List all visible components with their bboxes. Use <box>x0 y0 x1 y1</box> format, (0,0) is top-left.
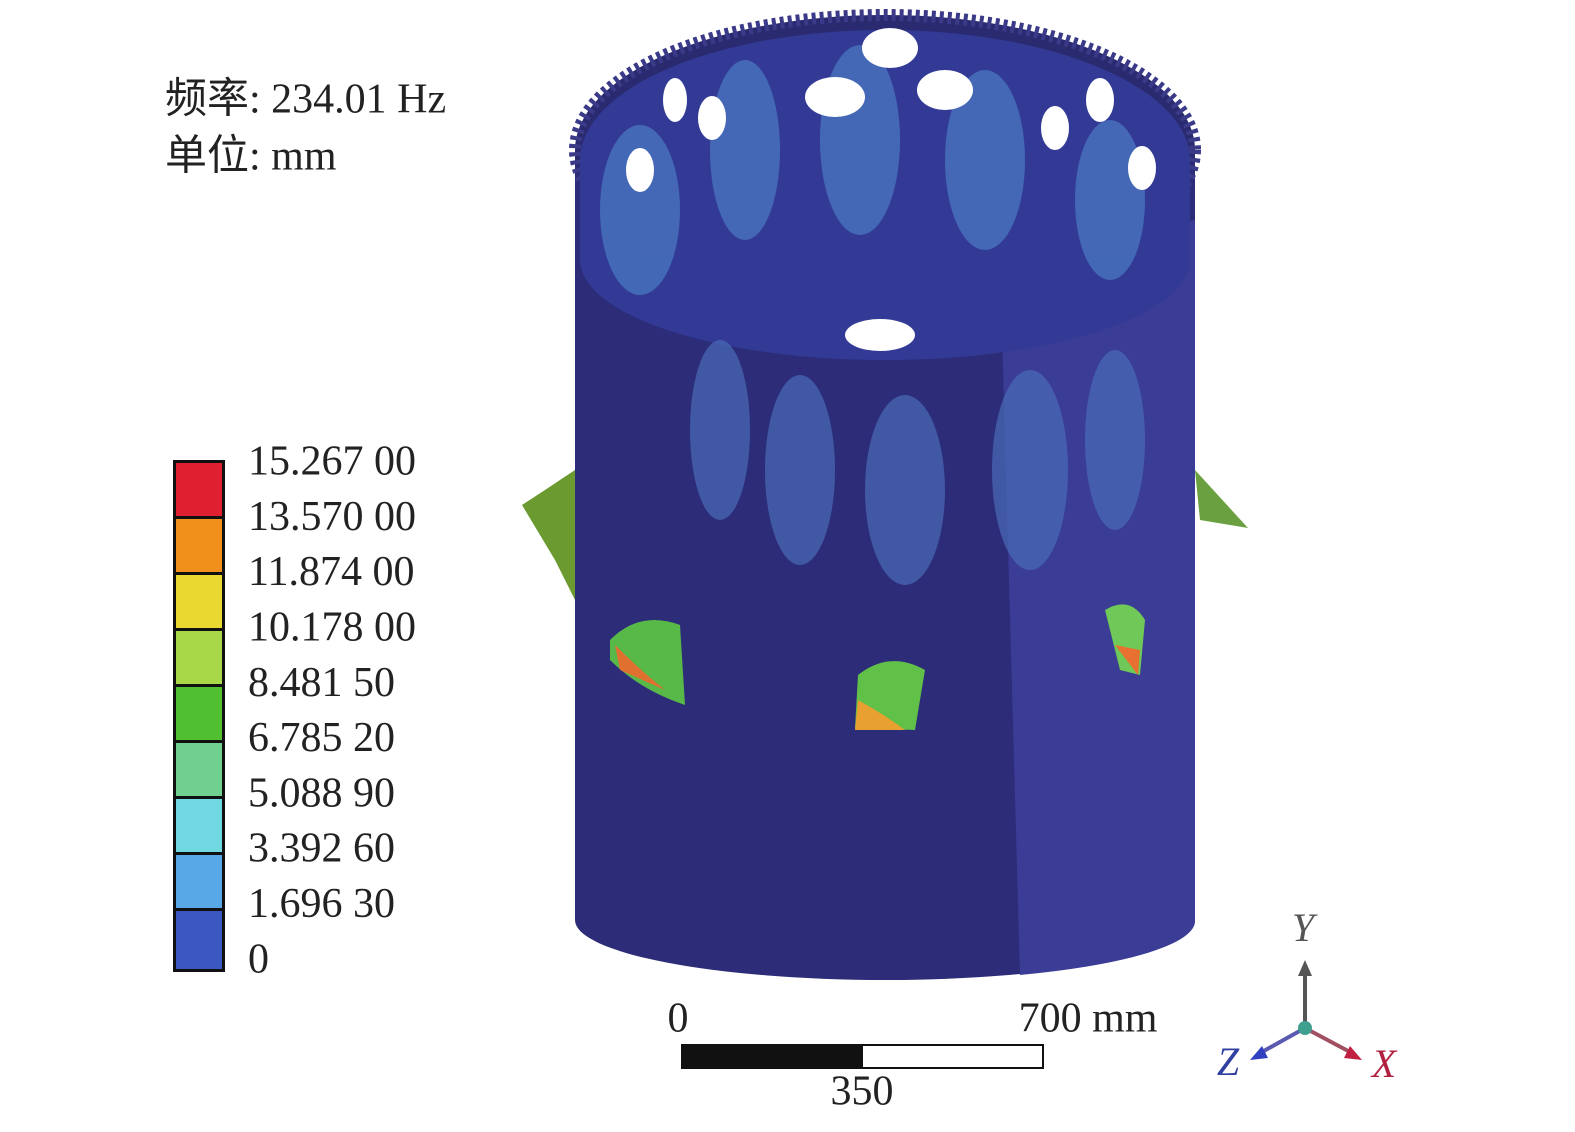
legend-label: 8.481 50 <box>248 660 395 706</box>
axis-triad <box>1250 960 1362 1060</box>
legend-label: 0 <box>248 936 269 982</box>
hotspot-1b <box>615 645 665 690</box>
frequency-label: 频率: 234.01 Hz <box>165 76 446 123</box>
legend-label: 13.570 00 <box>248 494 416 540</box>
colorbar <box>173 460 225 972</box>
hotspot-1 <box>610 620 685 705</box>
legend-label: 11.874 00 <box>248 549 414 595</box>
hotspot-3b <box>1115 645 1140 675</box>
fin-left <box>522 470 575 600</box>
legend-label: 15.267 00 <box>248 439 416 485</box>
axis-x-label: X <box>1370 1041 1398 1086</box>
axis-z-label: Z <box>1217 1039 1240 1084</box>
scale-bar <box>681 1044 1044 1069</box>
legend-label: 1.696 30 <box>248 881 395 927</box>
hotspot-2b <box>855 700 905 730</box>
inner-holes <box>600 45 1145 295</box>
wall-holes <box>690 340 1145 585</box>
scale-end: 700 mm <box>1019 996 1158 1042</box>
legend-label: 5.088 90 <box>248 770 395 816</box>
legend-label: 6.785 20 <box>248 715 395 761</box>
top-holes <box>626 28 1156 351</box>
legend-labels: 15.267 00 13.570 00 11.874 00 10.178 00 8.48… <box>248 439 416 983</box>
scale-middle: 350 <box>831 1069 894 1115</box>
unit-label: 单位: mm <box>165 133 337 180</box>
legend-label: 10.178 00 <box>248 605 416 651</box>
legend-label: 3.392 60 <box>248 826 395 872</box>
scale-start: 0 <box>668 996 689 1042</box>
fin-right <box>1195 470 1248 528</box>
axis-y-label: Y <box>1292 905 1318 950</box>
model <box>522 9 1248 980</box>
